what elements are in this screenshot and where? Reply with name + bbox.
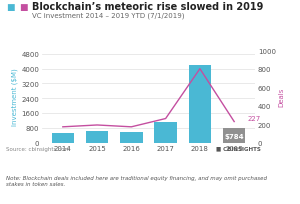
- Text: 227: 227: [247, 115, 260, 121]
- Bar: [223, 128, 245, 143]
- Text: Blockchain’s meteoric rise slowed in 2019: Blockchain’s meteoric rise slowed in 201…: [32, 2, 263, 12]
- Text: Source: cbinsights.com: Source: cbinsights.com: [6, 146, 70, 151]
- Bar: [52, 134, 74, 143]
- Y-axis label: Investment ($M): Investment ($M): [12, 68, 18, 126]
- Text: ■: ■: [20, 3, 28, 12]
- Text: VC investment 2014 – 2019 YTD (7/1/2019): VC investment 2014 – 2019 YTD (7/1/2019): [32, 12, 184, 19]
- Bar: [189, 66, 211, 143]
- Text: $784: $784: [224, 133, 244, 139]
- Bar: [154, 123, 177, 143]
- Text: ■ CBINSIGHTS: ■ CBINSIGHTS: [216, 146, 261, 151]
- Text: Note: Blockchain deals included here are traditional equity financing, and may o: Note: Blockchain deals included here are…: [6, 175, 267, 186]
- Y-axis label: Deals: Deals: [279, 87, 285, 106]
- Text: ■: ■: [6, 3, 14, 12]
- Bar: [120, 133, 142, 143]
- Bar: [86, 131, 108, 143]
